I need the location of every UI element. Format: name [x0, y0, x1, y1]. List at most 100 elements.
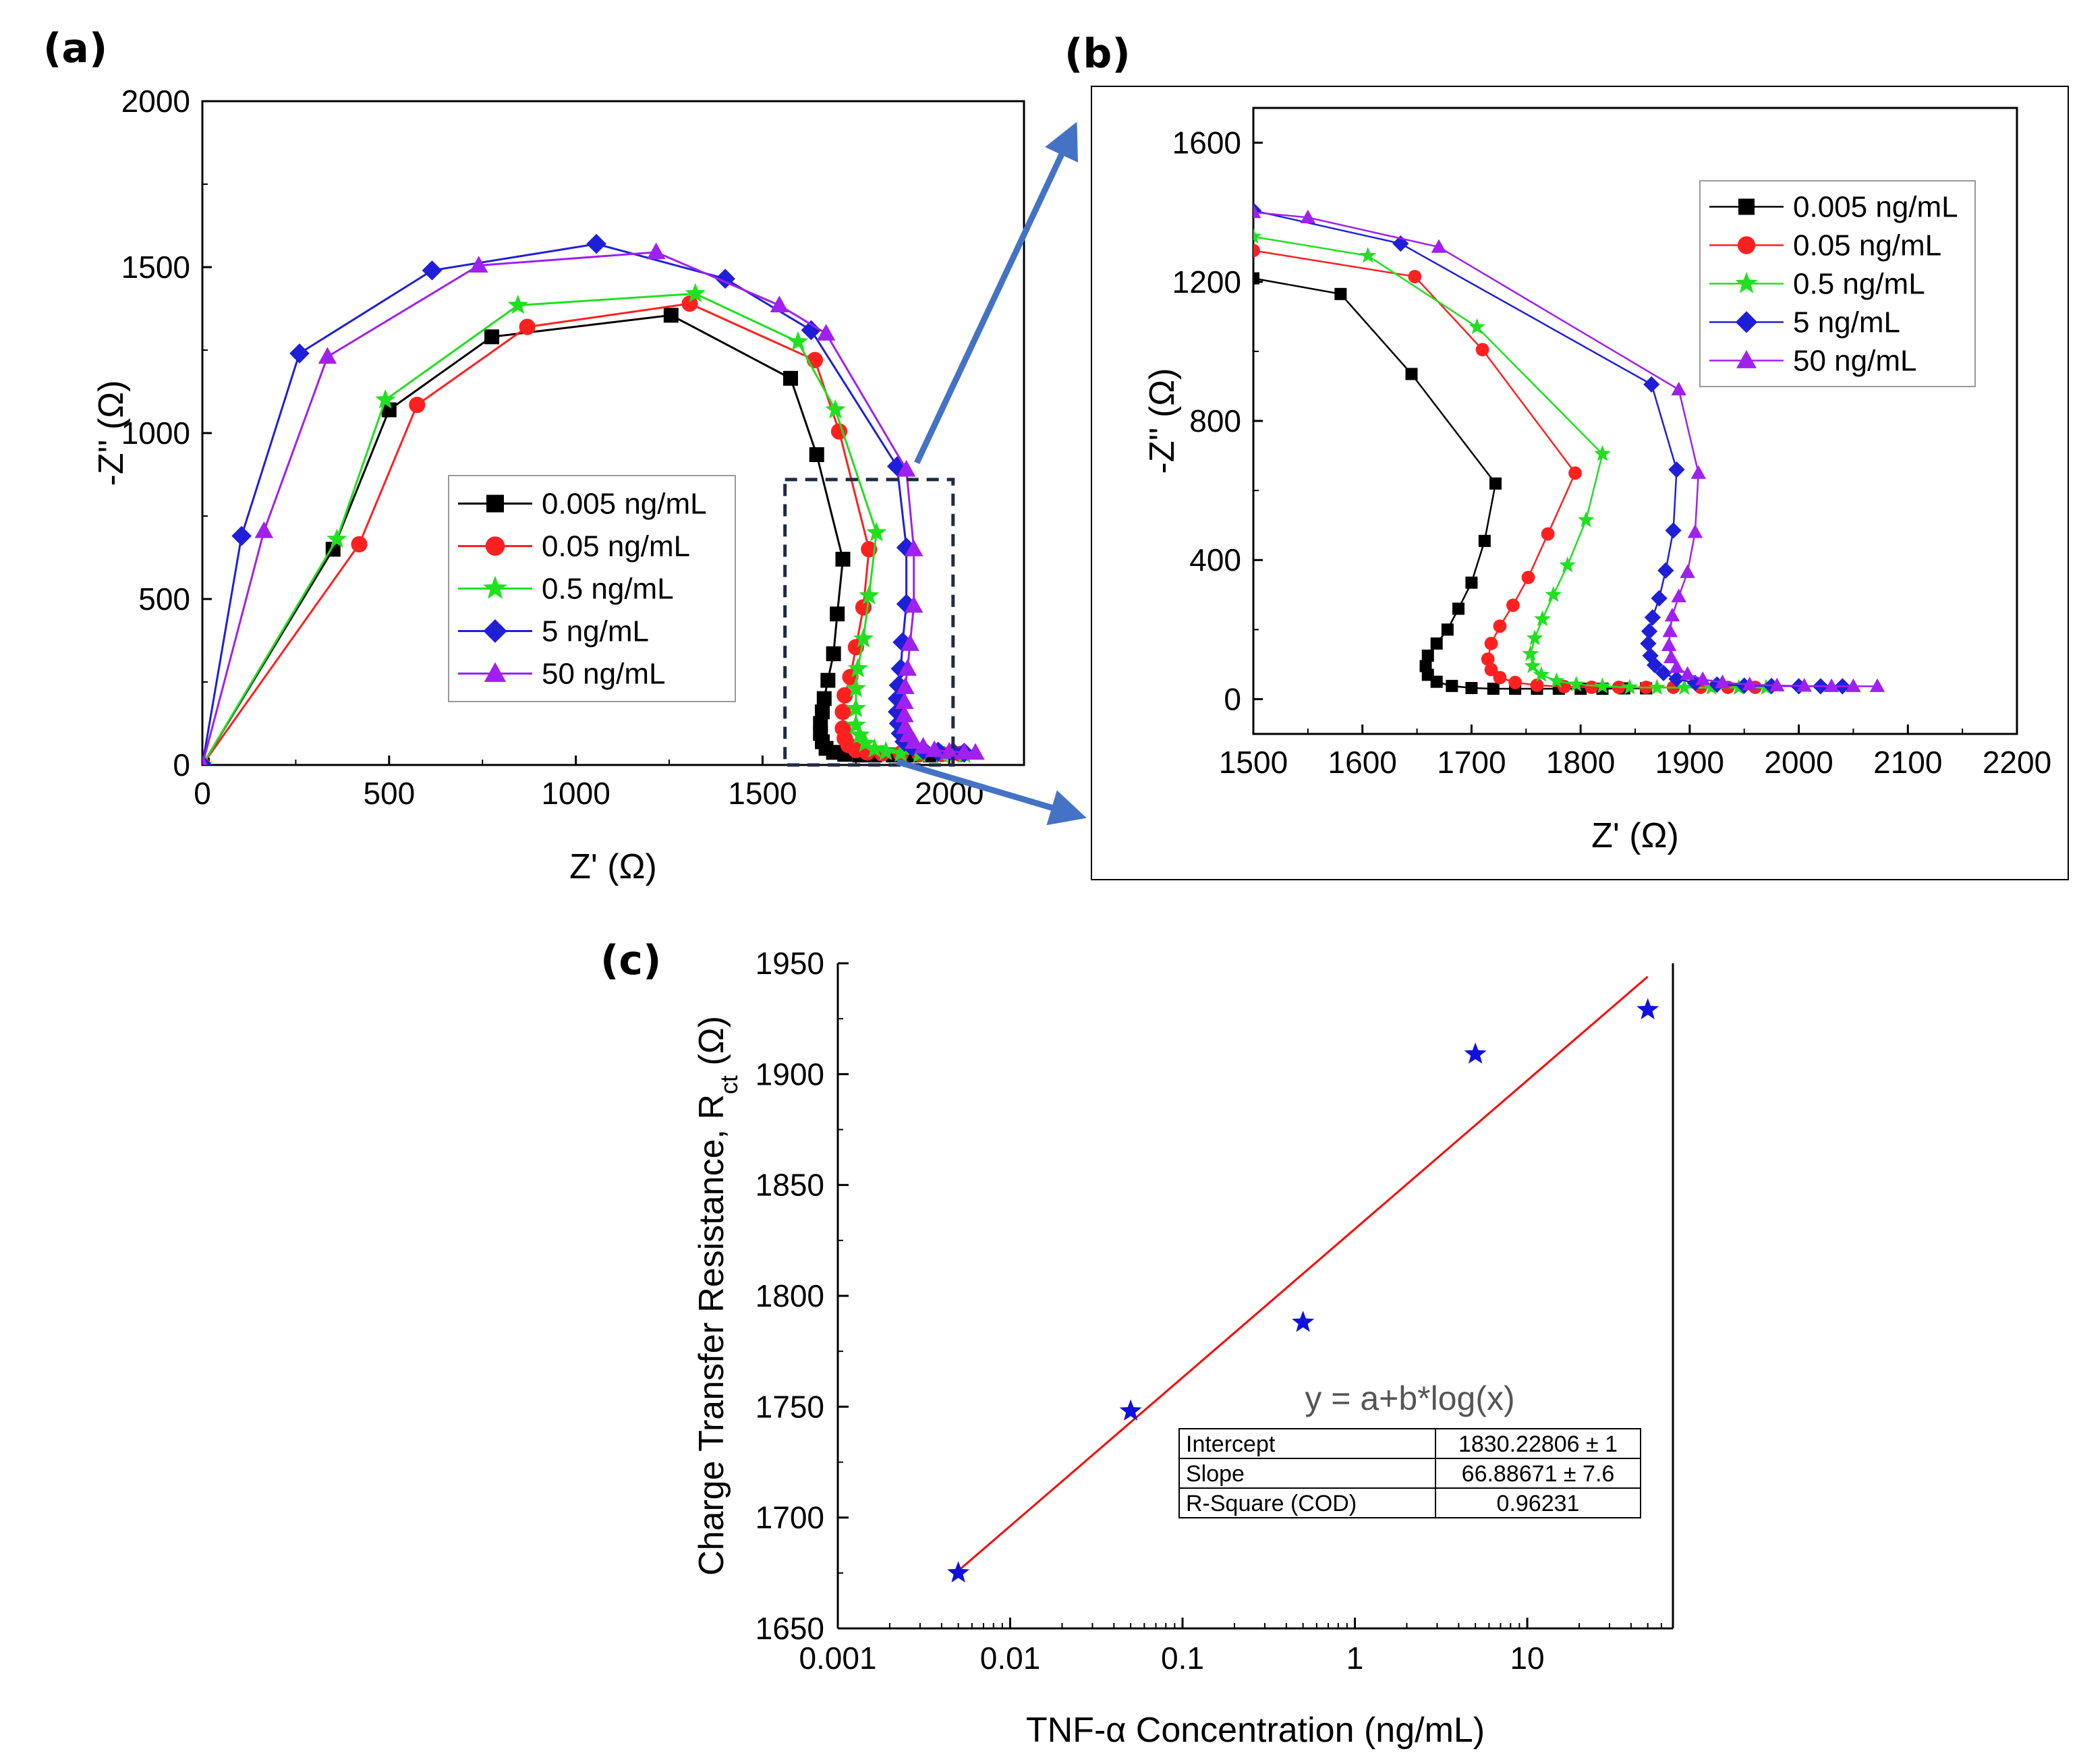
x-tick-label: 0.001	[799, 1641, 876, 1676]
y-tick-label: 1000	[121, 416, 190, 451]
data-point	[409, 397, 426, 414]
data-point	[1484, 637, 1498, 650]
x-tick-label: 0.1	[1161, 1641, 1204, 1676]
data-point	[1464, 1042, 1487, 1064]
data-point	[901, 634, 919, 651]
data-point	[859, 585, 880, 604]
data-point	[1577, 511, 1595, 528]
data-point	[966, 743, 985, 760]
fit-table-value: 66.88671 ± 7.6	[1462, 1461, 1615, 1487]
data-point	[787, 331, 809, 351]
data-point	[1534, 610, 1551, 627]
plot-area	[202, 233, 985, 765]
data-point	[1526, 629, 1543, 646]
data-point	[783, 370, 798, 386]
data-point	[1487, 682, 1500, 695]
y-tick-label: 500	[138, 581, 190, 617]
legend-marker	[483, 619, 507, 644]
data-point	[947, 1561, 970, 1583]
data-point	[1568, 675, 1585, 692]
data-point	[1489, 477, 1502, 490]
data-point	[1687, 524, 1703, 538]
data-point	[1662, 623, 1678, 637]
data-point	[1690, 465, 1707, 479]
x-axis-title: Z' (Ω)	[1591, 816, 1679, 855]
data-point	[1430, 675, 1443, 688]
zoom-arrow-bottom	[896, 758, 1087, 826]
legend-label: 0.005 ng/mL	[542, 488, 707, 521]
data-point	[1646, 656, 1663, 674]
data-point	[895, 692, 914, 709]
data-point	[1545, 586, 1562, 602]
data-point	[1655, 664, 1672, 681]
data-point	[1644, 609, 1661, 626]
data-point	[826, 745, 841, 760]
data-point	[1441, 623, 1454, 636]
data-point	[853, 628, 874, 648]
fit-table-value: 1830.22806 ± 1	[1458, 1431, 1618, 1457]
data-point	[318, 347, 337, 364]
data-point	[940, 742, 959, 759]
data-point	[1481, 652, 1495, 666]
zoom-arrow-top	[914, 121, 1078, 465]
fit-table-param: Slope	[1186, 1461, 1245, 1487]
data-point	[663, 308, 679, 323]
data-point	[1671, 588, 1686, 602]
x-tick-label: 2000	[1764, 745, 1833, 780]
data-point	[1568, 466, 1582, 480]
data-point	[1446, 679, 1458, 692]
data-point	[1594, 445, 1611, 461]
data-point	[834, 704, 851, 720]
fit-table-param: Intercept	[1186, 1431, 1276, 1457]
data-point	[866, 521, 887, 542]
data-point	[1465, 576, 1478, 589]
legend-marker	[483, 575, 507, 599]
data-point	[1668, 461, 1685, 478]
legend-label: 0.05 ng/mL	[542, 530, 690, 563]
data-point	[1484, 662, 1498, 677]
data-point	[469, 256, 488, 273]
data-point	[1769, 677, 1785, 691]
series-0-005-ng-ml	[1253, 272, 1653, 695]
y-axis-title-unit: (Ω)	[692, 1016, 731, 1075]
data-point	[1119, 1399, 1142, 1421]
data-point	[820, 673, 836, 688]
y-axis-title: -Z'' (Ω)	[92, 380, 131, 486]
data-point	[836, 687, 853, 704]
legend-label: 0.05 ng/mL	[1793, 229, 1941, 262]
data-point	[845, 714, 866, 734]
data-point	[1846, 678, 1861, 692]
data-point	[375, 389, 396, 409]
data-point	[904, 539, 923, 557]
data-point	[507, 294, 528, 314]
data-point	[1253, 204, 1261, 219]
data-point	[1430, 637, 1443, 650]
data-point	[1585, 681, 1599, 694]
legend-label: 0.5 ng/mL	[1793, 268, 1925, 301]
x-tick-label: 1600	[1328, 745, 1397, 780]
data-point	[1559, 556, 1576, 573]
data-point	[826, 646, 841, 662]
data-point	[1533, 666, 1550, 682]
series-50-ng-ml	[202, 242, 985, 765]
y-tick-label: 1650	[756, 1611, 824, 1646]
data-point	[1541, 527, 1555, 541]
legend-marker	[1735, 311, 1758, 333]
x-tick-label: 1900	[1655, 745, 1724, 780]
data-point	[847, 658, 868, 678]
series-0-05-ng-ml	[1253, 244, 1762, 694]
data-point	[1408, 270, 1422, 283]
data-point	[898, 659, 917, 676]
data-point	[830, 606, 845, 622]
y-tick-label: 1700	[756, 1500, 824, 1535]
x-tick-label: 500	[363, 776, 415, 811]
legend-marker	[1735, 272, 1758, 293]
data-point	[1392, 235, 1409, 252]
x-tick-label: 10	[1510, 1641, 1544, 1676]
data-point	[849, 724, 870, 744]
data-point	[1676, 679, 1693, 695]
data-point	[1796, 678, 1812, 692]
data-point	[897, 459, 916, 477]
fit-table: Intercept 1830.22806 ± 1 Slope 66.88671 ± 7…	[1178, 1428, 1641, 1518]
series-line	[202, 292, 965, 765]
